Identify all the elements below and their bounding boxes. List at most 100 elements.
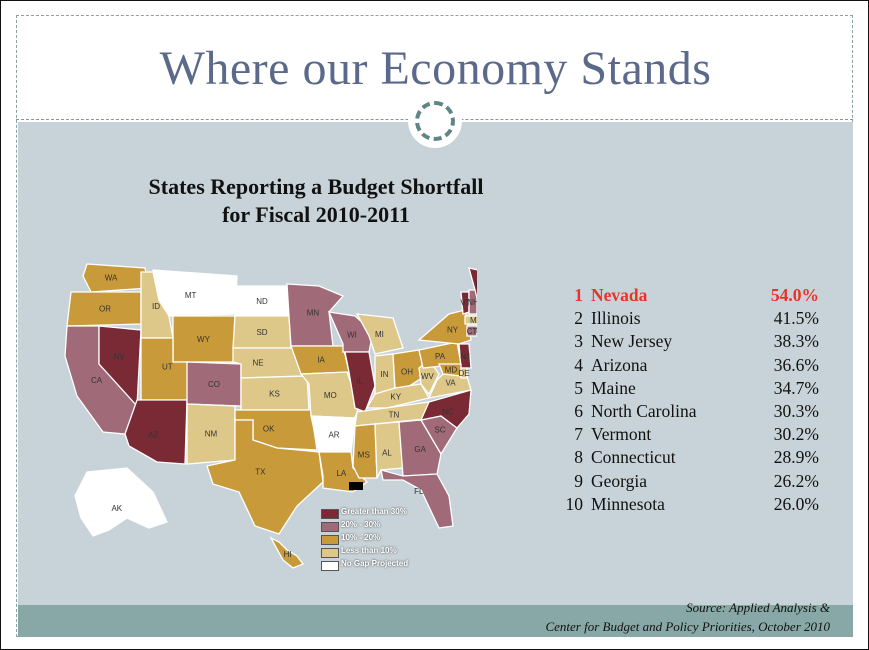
ranking-state: Arizona [591,354,648,375]
ranking-state: Illinois [591,308,641,329]
ranking-row: 7 Vermont 30.2% [561,424,823,447]
state-label-ca: CA [91,376,103,385]
ranking-row: 10 Minnesota 26.0% [561,494,823,517]
state-label-nj: NJ [460,352,470,361]
ranking-state: Maine [591,377,636,398]
state-label-va: VA [446,378,457,387]
state-label-nm: NM [205,430,218,439]
state-al [374,421,404,479]
state-label-me: ME [475,280,477,289]
state-hi [269,536,305,569]
ranking-row: 8 Connecticut 28.9% [561,447,823,470]
state-label-co: CO [208,380,220,389]
ranking-percent: 30.3% [773,400,819,421]
state-label-wv: WV [421,372,435,381]
state-label-nh: NH [467,298,477,307]
state-label-md: MD [445,366,458,375]
ranking-percent: 26.2% [773,470,819,491]
ranking-row: 5 Maine 34.7% [561,378,823,401]
state-label-ms: MS [358,450,370,459]
state-label-ok: OK [263,424,275,433]
source-line-1: Source: Applied Analysis & [686,600,830,615]
state-label-oh: OH [401,368,413,377]
state-label-ny: NY [447,326,459,335]
map-title: States Reporting a Budget Shortfall for … [61,173,571,229]
state-ms [352,423,378,479]
ranking-percent: 30.2% [773,424,819,445]
state-label-az: AZ [148,430,158,439]
ranking-percent: 28.9% [773,447,819,468]
state-mt [152,269,238,317]
ranking-percent: 34.7% [773,377,819,398]
ranking-rank: 8 [574,447,583,468]
ranking-state: Connecticut [591,447,676,468]
state-label-ak: AK [111,504,122,513]
state-label-in: IN [381,370,389,379]
map-state-labels: WA OR CA NV ID MT WY UT AZ CO NM ND SD NE KS OK TX MN IA MO… [91,274,477,559]
legend-swatch [321,509,339,519]
state-label-nc: NC [442,408,454,417]
map-title-line-2: for Fiscal 2010-2011 [222,202,410,227]
legend-swatch [321,548,339,558]
state-label-ct: CT [467,327,477,336]
state-label-wa: WA [105,274,118,283]
state-label-hi: HI [284,550,292,559]
state-wa [82,263,150,293]
legend-swatch [321,561,339,571]
ranking-state: Georgia [591,470,648,491]
ranking-rank: 2 [574,308,583,329]
state-fl [380,469,454,529]
state-label-pa: PA [435,352,446,361]
ranking-percent: 38.3% [773,331,819,352]
state-label-mi: MI [375,330,384,339]
state-md [438,363,462,377]
state-label-ga: GA [414,445,426,454]
ranking-state: North Carolina [591,400,697,421]
ranking-row: 4 Arizona 36.6% [561,355,823,378]
legend-label: Less than 10% [341,546,397,555]
map-title-line-1: States Reporting a Budget Shortfall [148,174,484,199]
state-ct [466,325,477,337]
state-label-mn: MN [307,308,320,317]
state-label-ks: KS [269,390,280,399]
ranking-percent: 26.0% [773,493,819,514]
state-label-fl: FL [414,487,424,496]
map-states [64,263,477,569]
us-budget-shortfall-map: WA OR CA NV ID MT WY UT AZ CO NM ND SD NE KS OK TX MN IA MO… [64,263,477,569]
ranking-percent: 36.6% [773,354,819,375]
state-mi [355,313,404,355]
state-ny [417,309,472,345]
ranking-rank: 3 [574,331,583,352]
state-mn [286,283,345,347]
legend-label: 10% - 20% [341,533,381,542]
ranking-percent: 54.0% [770,285,819,305]
state-oh [392,349,426,391]
state-label-wy: WY [197,335,211,344]
slide-title: Where our Economy Stands [159,42,712,95]
ranking-rank: 10 [565,493,584,514]
state-label-or: OR [99,305,111,314]
dashed-circle-icon [415,101,455,141]
ranking-state: Vermont [591,424,652,445]
state-ma [464,315,477,325]
state-label-ut: UT [162,363,173,372]
legend-label: 20% - 30% [341,520,381,529]
ranking-state: Nevada [591,285,648,305]
legend-label: No Gap Projected [341,559,409,568]
ranking-rank: 6 [574,400,583,421]
state-label-vt: VT [460,299,470,308]
ranking-rank: 1 [574,285,583,305]
state-label-sc: SC [434,426,445,435]
ranking-rank: 7 [574,424,583,445]
state-label-de: DE [458,369,469,378]
state-ne [232,347,304,379]
state-label-mt: MT [185,291,197,300]
ranking-rank: 9 [574,470,583,491]
ranking-rank: 5 [574,377,583,398]
state-label-ar: AR [328,431,339,440]
state-label-mo: MO [324,391,337,400]
state-label-id: ID [152,302,160,311]
state-label-wi: WI [347,331,357,340]
state-label-ma: MA [470,316,477,325]
